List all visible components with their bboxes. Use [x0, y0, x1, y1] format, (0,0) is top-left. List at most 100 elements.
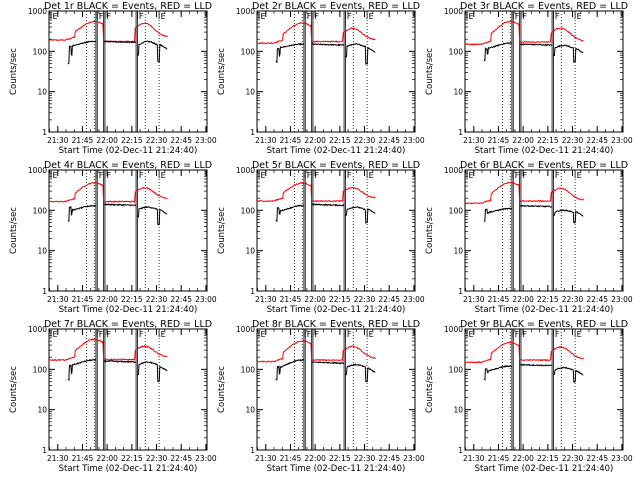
y-tick-label: 1000: [28, 325, 47, 334]
plot-frame: [256, 328, 416, 451]
flag-label: F: [555, 171, 560, 180]
flag-label: F: [307, 330, 312, 339]
y-tick-label: 10: [245, 406, 255, 415]
y-tick-label: 1: [42, 287, 47, 296]
panel-5: Det 5r BLACK = Events, RED = LLD 1 10 100 10…: [217, 160, 425, 315]
flag-label: E: [468, 171, 473, 180]
x-tick-label: 22:30: [146, 136, 168, 145]
flag-label: F: [555, 330, 560, 339]
x-tick-label: 22:15: [121, 454, 143, 463]
y-tick-label: 1000: [444, 166, 463, 175]
x-axis-label: Start Time (02-Dec-11 21:24:40): [475, 464, 614, 474]
x-tick-label: 22:45: [378, 454, 400, 463]
flag-label: F: [314, 171, 319, 180]
panel-6: Det 6r BLACK = Events, RED = LLD 1 10 100 10…: [425, 160, 633, 315]
x-axis-label: Start Time (02-Dec-11 21:24:40): [59, 305, 198, 315]
y-tick-label: 10: [245, 247, 255, 256]
x-axis-label: Start Time (02-Dec-11 21:24:40): [475, 146, 614, 156]
flag-label: E: [260, 12, 265, 21]
plot-frame: [464, 169, 624, 292]
x-tick-label: 23:00: [403, 136, 425, 145]
y-tick-label: 1000: [444, 325, 463, 334]
panel-1: Det 1r BLACK = Events, RED = LLD 1 10 100 10…: [9, 1, 217, 156]
x-tick-label: 22:15: [537, 454, 559, 463]
flag-label: F: [347, 330, 352, 339]
x-tick-label: 21:45: [280, 136, 302, 145]
y-axis-label: Counts/sec: [425, 48, 435, 95]
x-tick-label: 22:15: [121, 295, 143, 304]
plot-frame: [464, 10, 624, 133]
y-tick-label: 10: [453, 88, 463, 97]
y-axis-label: Counts/sec: [9, 207, 19, 254]
x-tick-label: 21:45: [72, 454, 94, 463]
plot-frame: [464, 328, 624, 451]
plot-frame: [256, 10, 416, 133]
y-tick-label: 1: [250, 287, 255, 296]
x-tick-label: 22:30: [562, 454, 584, 463]
x-axis-label: Start Time (02-Dec-11 21:24:40): [59, 464, 198, 474]
series-events-line: [67, 203, 168, 226]
flag-label: F: [522, 330, 527, 339]
y-tick-label: 100: [241, 206, 256, 215]
x-tick-label: 23:00: [195, 136, 217, 145]
x-tick-label: 21:30: [47, 136, 69, 145]
flag-label: E: [52, 330, 57, 339]
flag-label: F: [314, 12, 319, 21]
flag-label: F: [139, 171, 144, 180]
flag-label: E: [369, 330, 374, 339]
flag-label: E: [260, 330, 265, 339]
flag-label: F: [347, 12, 352, 21]
x-tick-label: 22:45: [170, 295, 192, 304]
x-tick-label: 22:15: [329, 454, 351, 463]
panel-title: Det 3r BLACK = Events, RED = LLD: [460, 1, 628, 12]
flag-label: E: [161, 12, 166, 21]
flag-label: F: [106, 12, 111, 21]
flag-label: E: [468, 330, 473, 339]
flag-label: F: [555, 12, 560, 21]
series-events-line: [275, 42, 376, 66]
flag-label: E: [260, 171, 265, 180]
x-tick-label: 21:45: [488, 454, 510, 463]
panel-2: Det 2r BLACK = Events, RED = LLD 1 10 100 10…: [217, 1, 425, 156]
flag-label: E: [52, 171, 57, 180]
flag-label: F: [314, 330, 319, 339]
flag-label: F: [522, 12, 527, 21]
panel-7: Det 7r BLACK = Events, RED = LLD 1 10 100 10…: [9, 319, 217, 474]
flag-label: F: [99, 12, 104, 21]
x-tick-label: 21:45: [280, 295, 302, 304]
flag-label: E: [369, 171, 374, 180]
series-events-line: [483, 42, 584, 64]
flag-label: F: [99, 330, 104, 339]
flag-label: F: [347, 171, 352, 180]
y-axis-label: Counts/sec: [9, 366, 19, 413]
x-tick-label: 21:30: [463, 454, 485, 463]
panel-title: Det 4r BLACK = Events, RED = LLD: [44, 160, 212, 171]
y-tick-label: 1: [458, 446, 463, 455]
series-lld-line: [48, 338, 168, 362]
panel-title: Det 9r BLACK = Events, RED = LLD: [460, 319, 628, 330]
series-lld-line: [464, 341, 584, 364]
flag-label: F: [522, 171, 527, 180]
y-axis-label: Counts/sec: [425, 366, 435, 413]
x-axis-label: Start Time (02-Dec-11 21:24:40): [475, 305, 614, 315]
x-tick-label: 22:30: [562, 295, 584, 304]
x-tick-label: 22:15: [121, 136, 143, 145]
flag-label: F: [307, 12, 312, 21]
panel-3: Det 3r BLACK = Events, RED = LLD 1 10 100 10…: [425, 1, 633, 156]
x-tick-label: 21:30: [47, 295, 69, 304]
x-tick-label: 23:00: [403, 295, 425, 304]
flag-label: E: [369, 12, 374, 21]
x-tick-label: 22:15: [329, 295, 351, 304]
x-tick-label: 21:30: [255, 454, 277, 463]
flag-label: E: [52, 12, 57, 21]
x-tick-label: 21:45: [72, 136, 94, 145]
flag-label: E: [161, 330, 166, 339]
flag-label: F: [99, 171, 104, 180]
x-tick-label: 22:30: [146, 295, 168, 304]
x-tick-label: 22:30: [354, 136, 376, 145]
panel-title: Det 8r BLACK = Events, RED = LLD: [252, 319, 420, 330]
x-tick-label: 22:45: [586, 136, 608, 145]
y-tick-label: 1000: [236, 7, 255, 16]
series-lld-line: [256, 340, 376, 363]
x-tick-label: 23:00: [611, 454, 633, 463]
